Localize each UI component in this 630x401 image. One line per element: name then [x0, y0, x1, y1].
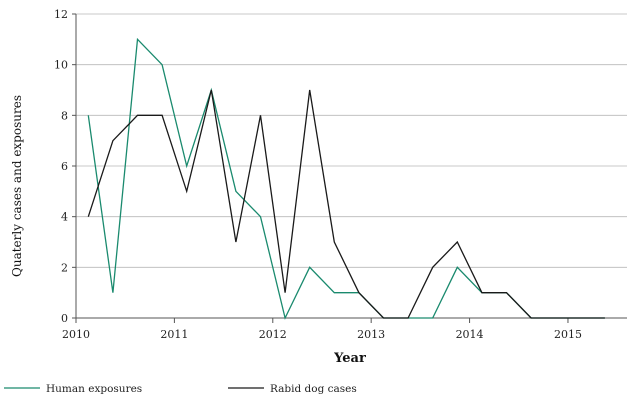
legend-item: Rabid dog cases	[228, 383, 357, 395]
x-tick-label: 2013	[357, 328, 385, 341]
grid-lines	[76, 13, 627, 268]
series-line-human-exposures	[87, 37, 605, 320]
legend-label: Rabid dog cases	[270, 383, 357, 395]
series-line-rabid-dog-cases	[87, 89, 605, 319]
tick-labels: 0 2 4 6 8 10 12 2010 2011 2012 2013 2014 2015	[54, 8, 582, 341]
x-axis-title: Year	[333, 351, 366, 366]
y-tick-label: 2	[61, 261, 68, 274]
x-tick-label: 2010	[62, 328, 90, 341]
legend-item: Human exposures	[4, 383, 142, 395]
x-tick-label: 2014	[456, 328, 484, 341]
legend: Human exposures Rabid dog cases	[4, 383, 357, 395]
y-tick-label: 0	[61, 312, 68, 325]
series-lines	[87, 37, 605, 320]
y-tick-label: 8	[61, 109, 68, 122]
axes	[72, 13, 627, 323]
y-axis-title: Quaterly cases and exposures	[10, 95, 24, 277]
x-tick-label: 2015	[554, 328, 582, 341]
x-tick-label: 2011	[160, 328, 188, 341]
y-tick-label: 4	[61, 211, 68, 224]
legend-label: Human exposures	[46, 383, 142, 395]
x-tick-label: 2012	[259, 328, 287, 341]
y-tick-label: 12	[54, 8, 68, 21]
y-tick-label: 10	[54, 59, 68, 72]
y-tick-label: 6	[61, 160, 68, 173]
